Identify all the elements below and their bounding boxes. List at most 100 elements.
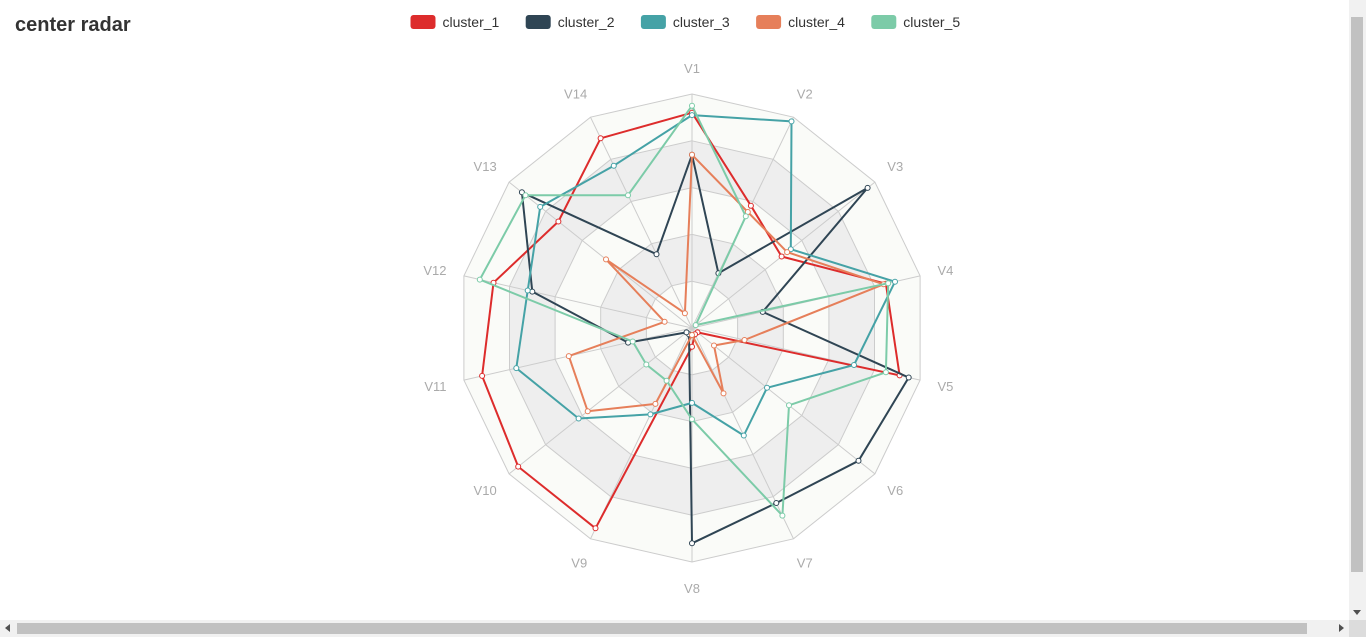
radar-data-point[interactable] bbox=[741, 337, 748, 343]
radar-series-cluster_3[interactable] bbox=[513, 112, 898, 439]
radar-data-point[interactable] bbox=[513, 365, 520, 372]
legend-item-cluster_3[interactable]: cluster_3 bbox=[640, 14, 730, 30]
radar-data-point[interactable] bbox=[779, 512, 786, 519]
legend-label[interactable]: cluster_3 bbox=[673, 14, 730, 30]
radar-data-point[interactable] bbox=[683, 329, 690, 336]
radar-data-point[interactable] bbox=[885, 280, 892, 287]
radar-data-point[interactable] bbox=[689, 343, 695, 350]
legend-item-cluster_5[interactable]: cluster_5 bbox=[871, 14, 960, 30]
legend-item-cluster_4[interactable]: cluster_4 bbox=[756, 14, 845, 30]
scrollbar-corner bbox=[1349, 620, 1366, 637]
radar-indicator-label: V5 bbox=[938, 379, 954, 394]
radar-data-point[interactable] bbox=[788, 118, 795, 125]
radar-data-point[interactable] bbox=[784, 249, 791, 256]
radar-data-point[interactable] bbox=[610, 162, 617, 169]
radar-data-point[interactable] bbox=[855, 457, 862, 464]
radar-data-point[interactable] bbox=[864, 184, 871, 191]
radar-axis-line bbox=[463, 275, 693, 329]
legend-swatch[interactable] bbox=[410, 15, 436, 29]
legend-swatch[interactable] bbox=[871, 15, 897, 29]
radar-data-point[interactable] bbox=[882, 369, 889, 376]
legend-swatch[interactable] bbox=[640, 15, 666, 29]
radar-data-point[interactable] bbox=[663, 377, 670, 384]
radar-data-point[interactable] bbox=[711, 342, 717, 349]
vertical-scroll-thumb[interactable] bbox=[1351, 17, 1363, 572]
page-title: center radar bbox=[15, 14, 131, 36]
radar-series-cluster_2[interactable] bbox=[518, 151, 912, 547]
horizontal-scrollbar[interactable] bbox=[0, 620, 1349, 637]
scroll-left-arrow-icon[interactable] bbox=[5, 624, 10, 632]
radar-axis-line bbox=[691, 327, 876, 475]
radar-data-point[interactable] bbox=[773, 500, 780, 506]
radar-data-point[interactable] bbox=[689, 540, 695, 547]
legend-swatch[interactable] bbox=[756, 15, 782, 29]
radar-data-point[interactable] bbox=[565, 353, 572, 360]
legend-item-cluster_2[interactable]: cluster_2 bbox=[525, 14, 615, 30]
radar-indicator-label: V9 bbox=[571, 555, 587, 570]
horizontal-scroll-thumb[interactable] bbox=[17, 623, 1307, 634]
radar-data-point[interactable] bbox=[689, 112, 695, 119]
legend-item-cluster_1[interactable]: cluster_1 bbox=[410, 14, 500, 30]
radar-indicator-label: V6 bbox=[887, 483, 903, 498]
radar-data-point[interactable] bbox=[522, 192, 529, 199]
radar-data-point[interactable] bbox=[905, 374, 912, 381]
radar-data-point[interactable] bbox=[476, 276, 483, 283]
radar-data-point[interactable] bbox=[689, 416, 695, 423]
radar-indicator-label: V8 bbox=[684, 581, 700, 596]
legend-label[interactable]: cluster_2 bbox=[558, 14, 615, 30]
radar-indicator-label: V13 bbox=[474, 159, 497, 174]
radar-data-point[interactable] bbox=[643, 361, 650, 368]
radar-data-point[interactable] bbox=[661, 318, 668, 325]
scroll-down-arrow-icon[interactable] bbox=[1353, 610, 1361, 615]
radar-data-point[interactable] bbox=[689, 151, 695, 158]
radar-data-point[interactable] bbox=[892, 278, 898, 285]
legend-label[interactable]: cluster_1 bbox=[443, 14, 500, 30]
radar-data-point[interactable] bbox=[555, 218, 562, 225]
radar-indicator-label: V11 bbox=[424, 379, 446, 394]
radar-data-point[interactable] bbox=[625, 192, 631, 199]
radar-data-point[interactable] bbox=[629, 338, 636, 345]
radar-data-point[interactable] bbox=[692, 322, 699, 329]
vertical-scrollbar[interactable] bbox=[1349, 0, 1366, 620]
radar-data-point[interactable] bbox=[537, 203, 544, 210]
radar-data-point[interactable] bbox=[524, 287, 531, 294]
radar-data-point[interactable] bbox=[689, 399, 695, 406]
radar-data-point[interactable] bbox=[681, 310, 688, 317]
radar-chart: cluster_1 cluster_2 cluster_3 cluster_4 clus… bbox=[410, 14, 961, 596]
radar-data-point[interactable] bbox=[851, 362, 857, 368]
radar-indicator-label: V10 bbox=[474, 483, 497, 498]
radar-data-point[interactable] bbox=[786, 402, 792, 409]
radar-data-point[interactable] bbox=[720, 390, 727, 397]
radar-indicator-label: V4 bbox=[938, 263, 954, 278]
radar-series-cluster_4[interactable] bbox=[565, 151, 887, 415]
radar-indicator-label: V7 bbox=[797, 555, 813, 570]
radar-series[interactable] bbox=[476, 102, 912, 547]
radar-data-point[interactable] bbox=[740, 432, 747, 439]
radar-series-cluster_5[interactable] bbox=[476, 102, 892, 519]
radar-data-point[interactable] bbox=[778, 253, 785, 260]
radar-data-point[interactable] bbox=[597, 135, 604, 142]
legend-label[interactable]: cluster_4 bbox=[788, 14, 845, 30]
radar-data-point[interactable] bbox=[592, 525, 599, 532]
radar-data-point[interactable] bbox=[652, 400, 659, 407]
radar-data-point[interactable] bbox=[689, 102, 695, 109]
radar-data-point[interactable] bbox=[584, 408, 591, 415]
radar-data-point[interactable] bbox=[689, 332, 695, 338]
radar-data-point[interactable] bbox=[742, 213, 749, 220]
legend-swatch[interactable] bbox=[525, 15, 551, 29]
radar-data-point[interactable] bbox=[479, 372, 486, 379]
radar-data-point[interactable] bbox=[747, 202, 754, 209]
radar-indicator-label: V14 bbox=[564, 87, 587, 102]
radar-data-point[interactable] bbox=[515, 463, 522, 470]
radar-axis-line bbox=[508, 327, 693, 475]
radar-data-point[interactable] bbox=[603, 256, 609, 263]
legend-label[interactable]: cluster_5 bbox=[903, 14, 960, 30]
radar-data-point[interactable] bbox=[575, 415, 582, 422]
radar-axis-line bbox=[590, 116, 693, 329]
radar-data-point[interactable] bbox=[653, 251, 660, 258]
radar-data-point[interactable] bbox=[764, 384, 770, 391]
legend[interactable]: cluster_1 cluster_2 cluster_3 cluster_4 clus… bbox=[410, 14, 961, 30]
scroll-right-arrow-icon[interactable] bbox=[1339, 624, 1344, 632]
radar-indicator-label: V3 bbox=[887, 159, 903, 174]
radar-data-point[interactable] bbox=[647, 411, 654, 418]
